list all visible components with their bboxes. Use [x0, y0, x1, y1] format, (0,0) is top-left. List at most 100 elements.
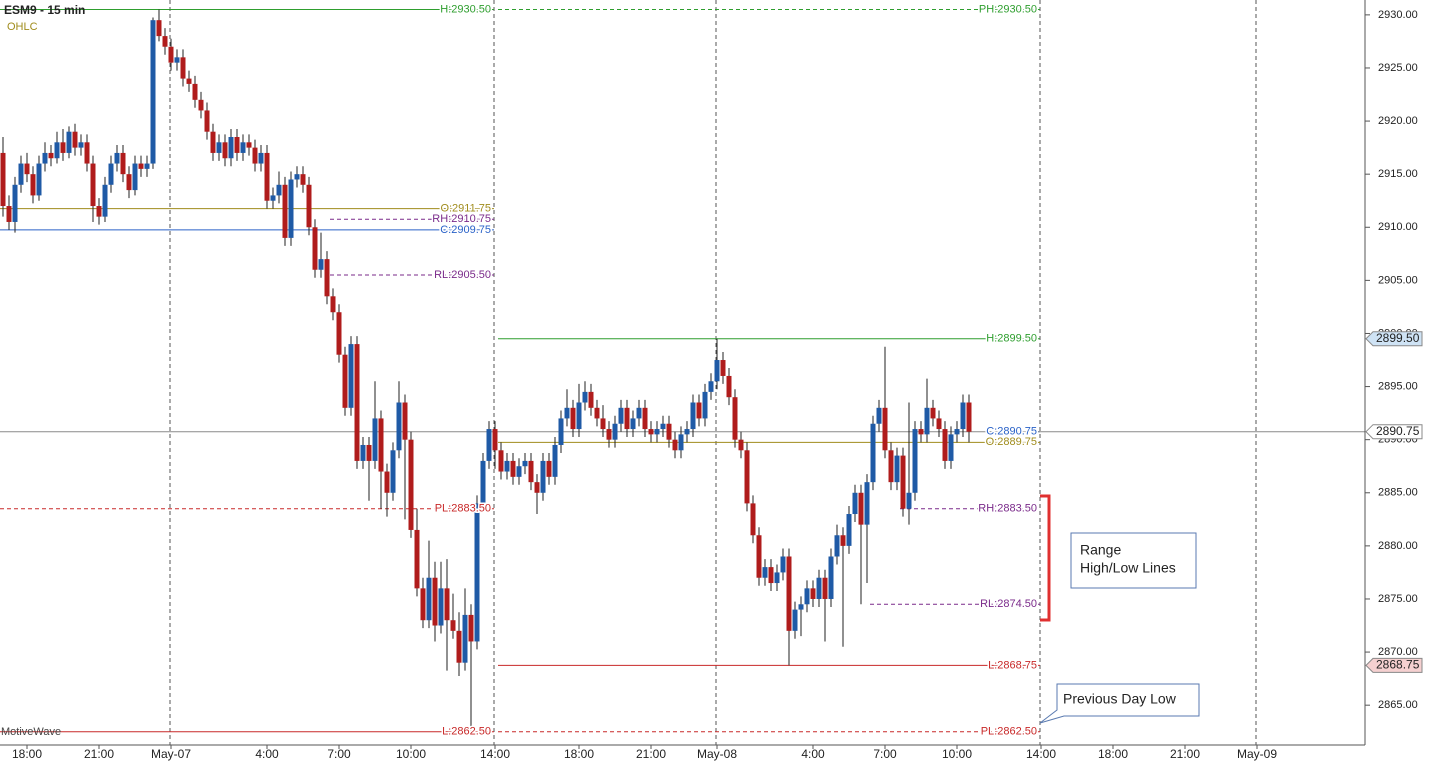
- candle-body: [522, 460, 528, 467]
- candle-body: [324, 259, 330, 297]
- candle-body: [834, 535, 840, 557]
- candle-body: [930, 407, 936, 419]
- level-label: L:2862.50: [442, 726, 491, 738]
- candle-body: [366, 444, 372, 461]
- candle-body: [768, 567, 774, 584]
- candle-body: [552, 444, 558, 477]
- candle-body: [258, 152, 264, 164]
- level-label: O:2911.75: [440, 203, 491, 215]
- candle-body: [732, 397, 738, 440]
- candle-body: [222, 142, 228, 159]
- candle-body: [900, 455, 906, 509]
- x-tick-label: 10:00: [396, 747, 426, 761]
- candle-body: [198, 99, 204, 111]
- candle-body: [234, 136, 240, 153]
- candle-body: [516, 466, 522, 477]
- candle-body: [750, 503, 756, 536]
- candle-body: [0, 152, 6, 207]
- annotation-box: [1070, 532, 1197, 589]
- candle-body: [456, 630, 462, 663]
- candle-body: [294, 174, 300, 180]
- candle-body: [120, 152, 126, 175]
- candle-body: [858, 492, 864, 525]
- candle-body: [276, 184, 282, 196]
- candle-body: [282, 184, 288, 238]
- candle-body: [696, 402, 702, 419]
- y-tick-label: 2915.00: [1378, 168, 1418, 180]
- candle-body: [714, 360, 720, 382]
- candle-body: [462, 614, 468, 663]
- candle-body: [756, 535, 762, 578]
- candle-body: [534, 482, 540, 493]
- candle-body: [822, 577, 828, 599]
- candle-body: [36, 163, 42, 196]
- candle-body: [876, 407, 882, 424]
- y-tick-label: 2925.00: [1378, 62, 1418, 74]
- candle-body: [864, 482, 870, 525]
- candle-body: [210, 131, 216, 153]
- level-label: H:2930.50: [440, 3, 491, 15]
- candle-body: [126, 174, 132, 191]
- candle-body: [84, 142, 90, 164]
- y-tick-label: 2930.00: [1378, 9, 1418, 21]
- candle-body: [558, 418, 564, 445]
- candle-body: [918, 429, 924, 435]
- candle-body: [42, 152, 48, 164]
- candle-body: [306, 184, 312, 228]
- price-tag: [1365, 424, 1423, 440]
- candle-body: [384, 471, 390, 493]
- candle-body: [438, 588, 444, 626]
- candle-body: [582, 391, 588, 403]
- candle-body: [336, 312, 342, 355]
- candle-body: [576, 402, 582, 430]
- candle-body: [912, 429, 918, 493]
- candle-body: [54, 142, 60, 159]
- candle-body: [186, 78, 192, 84]
- candle-body: [588, 391, 594, 408]
- candle-body: [642, 407, 648, 430]
- x-tick-label: 18:00: [1098, 747, 1128, 761]
- candle-body: [948, 434, 954, 461]
- candle-body: [228, 136, 234, 159]
- candle-body: [630, 418, 636, 430]
- candle-body: [246, 142, 252, 148]
- y-tick-label: 2880.00: [1378, 540, 1418, 552]
- candle-body: [144, 163, 150, 169]
- candle-body: [498, 450, 504, 472]
- candle-body: [624, 407, 630, 430]
- candle-body: [96, 206, 102, 217]
- candle-body: [684, 429, 690, 435]
- candle-body: [618, 407, 624, 424]
- candle-body: [804, 588, 810, 605]
- candle-body: [174, 57, 180, 63]
- candle-body: [762, 567, 768, 578]
- candle-body: [468, 614, 474, 642]
- candle-body: [738, 439, 744, 451]
- x-tick-label: 14:00: [1026, 747, 1056, 761]
- candle-body: [894, 455, 900, 483]
- candle-body: [960, 402, 966, 430]
- candle-body: [162, 36, 168, 47]
- price-tag-label: 2868.75: [1376, 658, 1420, 672]
- candle-body: [138, 163, 144, 169]
- candle-body: [378, 418, 384, 472]
- annotation-text: Previous Day Low: [1063, 691, 1177, 707]
- candle-body: [690, 402, 696, 430]
- candle-body: [744, 450, 750, 504]
- candle-body: [192, 83, 198, 100]
- level-label: O:2889.75: [986, 436, 1037, 448]
- plot-area: H:2930.50 PH:2930.50O:2911.75RH:2910.75C:…: [0, 0, 1365, 745]
- y-tick-label: 2910.00: [1378, 221, 1418, 233]
- candle-body: [66, 131, 72, 153]
- candle-body: [828, 556, 834, 599]
- y-tick-label: 2885.00: [1378, 487, 1418, 499]
- candle-body: [372, 418, 378, 461]
- x-tick-label: 7:00: [873, 747, 897, 761]
- candle-body: [60, 142, 66, 153]
- y-tick-label: 2895.00: [1378, 380, 1418, 392]
- candle-body: [852, 492, 858, 515]
- candle-body: [726, 375, 732, 398]
- candle-body: [348, 344, 354, 408]
- chart-subtitle: OHLC: [7, 21, 38, 33]
- candle-body: [810, 588, 816, 599]
